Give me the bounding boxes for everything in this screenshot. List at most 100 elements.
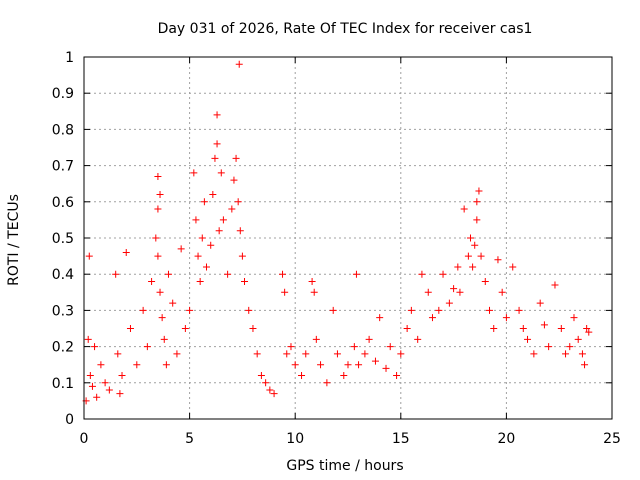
data-point-0-126 <box>540 321 548 329</box>
y-tick-label-6: 0.6 <box>52 195 74 211</box>
data-point-0-50 <box>224 270 232 278</box>
data-point-0-10 <box>112 270 120 278</box>
data-point-0-14 <box>122 248 130 256</box>
data-point-0-82 <box>350 343 358 351</box>
data-point-0-8 <box>101 379 109 387</box>
data-point-0-57 <box>238 252 246 260</box>
data-point-0-68 <box>283 350 291 358</box>
data-point-0-124 <box>530 350 538 358</box>
data-point-0-119 <box>502 314 510 322</box>
y-tick-label-0: 0 <box>65 412 74 428</box>
data-point-0-22 <box>154 205 162 213</box>
data-point-0-93 <box>403 325 411 332</box>
data-point-0-59 <box>245 306 253 314</box>
data-point-0-79 <box>333 350 341 358</box>
data-point-0-114 <box>481 277 489 285</box>
data-point-0-13 <box>118 372 126 380</box>
data-point-0-56 <box>236 227 244 235</box>
data-point-0-44 <box>211 154 219 162</box>
data-point-0-101 <box>445 299 453 307</box>
data-point-0-20 <box>152 234 160 242</box>
y-tick-label-10: 1 <box>65 50 74 66</box>
data-point-0-133 <box>574 335 582 343</box>
data-point-0-73 <box>308 277 316 285</box>
data-point-0-106 <box>464 252 472 260</box>
data-point-0-21 <box>154 172 162 180</box>
data-point-0-64 <box>266 386 274 394</box>
data-point-0-25 <box>156 288 164 296</box>
x-axis-label: GPS time / hours <box>286 458 403 474</box>
data-point-0-35 <box>190 169 198 177</box>
data-point-0-134 <box>578 350 586 358</box>
data-point-0-28 <box>162 361 170 369</box>
data-point-0-36 <box>192 216 200 224</box>
data-point-0-115 <box>486 306 494 314</box>
data-point-0-52 <box>230 176 238 184</box>
data-point-0-112 <box>475 187 483 195</box>
data-point-0-72 <box>302 350 310 358</box>
data-point-0-108 <box>469 263 477 271</box>
data-points <box>82 60 593 405</box>
data-point-0-61 <box>253 350 261 358</box>
data-point-0-123 <box>524 335 532 343</box>
data-point-0-116 <box>490 325 498 332</box>
data-point-0-4 <box>88 382 96 390</box>
data-point-0-37 <box>194 252 202 260</box>
x-tick-label-0: 0 <box>80 431 89 447</box>
x-tick-label-2: 10 <box>286 431 304 447</box>
data-point-0-89 <box>382 364 390 372</box>
data-point-0-135 <box>581 361 589 369</box>
data-point-0-16 <box>133 361 141 369</box>
data-point-0-100 <box>439 270 447 278</box>
data-point-0-77 <box>323 379 331 387</box>
data-point-0-70 <box>291 361 299 369</box>
data-point-0-78 <box>329 306 337 314</box>
data-point-0-95 <box>414 335 422 343</box>
data-point-0-58 <box>241 277 249 285</box>
data-point-0-103 <box>454 263 462 271</box>
data-point-0-88 <box>376 314 384 322</box>
data-point-0-49 <box>219 216 227 224</box>
data-point-0-127 <box>545 343 553 351</box>
data-point-0-31 <box>173 350 181 358</box>
data-point-0-24 <box>156 191 164 199</box>
x-tick-label-5: 25 <box>603 431 621 447</box>
data-point-0-85 <box>361 350 369 358</box>
y-tick-label-9: 0.9 <box>52 86 74 102</box>
data-point-0-18 <box>143 343 151 351</box>
y-tick-label-3: 0.3 <box>52 303 74 319</box>
data-point-0-75 <box>312 335 320 343</box>
data-point-0-109 <box>471 241 479 249</box>
y-tick-label-7: 0.7 <box>52 159 74 175</box>
data-point-0-6 <box>93 393 101 401</box>
data-point-0-92 <box>397 350 405 358</box>
data-point-0-53 <box>232 154 240 162</box>
grid-lines <box>84 57 612 419</box>
y-axis-label: ROTI / TECUs <box>6 194 22 286</box>
data-point-0-130 <box>562 350 570 358</box>
chart-title: Day 031 of 2026, Rate Of TEC Index for r… <box>158 21 533 37</box>
data-point-0-90 <box>386 343 394 351</box>
x-tick-label-3: 15 <box>392 431 410 447</box>
data-point-0-63 <box>262 379 270 387</box>
y-tick-label-8: 0.8 <box>52 122 74 138</box>
data-point-0-98 <box>428 314 436 322</box>
data-point-0-81 <box>344 361 352 369</box>
data-point-0-97 <box>424 288 432 296</box>
x-tick-label-4: 20 <box>497 431 515 447</box>
data-point-0-122 <box>519 325 527 332</box>
data-point-0-42 <box>207 241 215 249</box>
data-point-0-45 <box>213 111 221 119</box>
data-point-0-47 <box>215 227 223 235</box>
data-point-0-11 <box>114 350 122 358</box>
data-point-0-1 <box>84 335 92 343</box>
data-point-0-105 <box>460 205 468 213</box>
data-point-0-33 <box>181 325 189 332</box>
data-point-0-136 <box>583 325 591 332</box>
data-point-0-111 <box>473 198 481 206</box>
data-point-0-15 <box>126 325 134 332</box>
data-point-0-117 <box>494 256 502 264</box>
data-point-0-137 <box>585 328 593 336</box>
data-point-0-9 <box>105 386 113 394</box>
